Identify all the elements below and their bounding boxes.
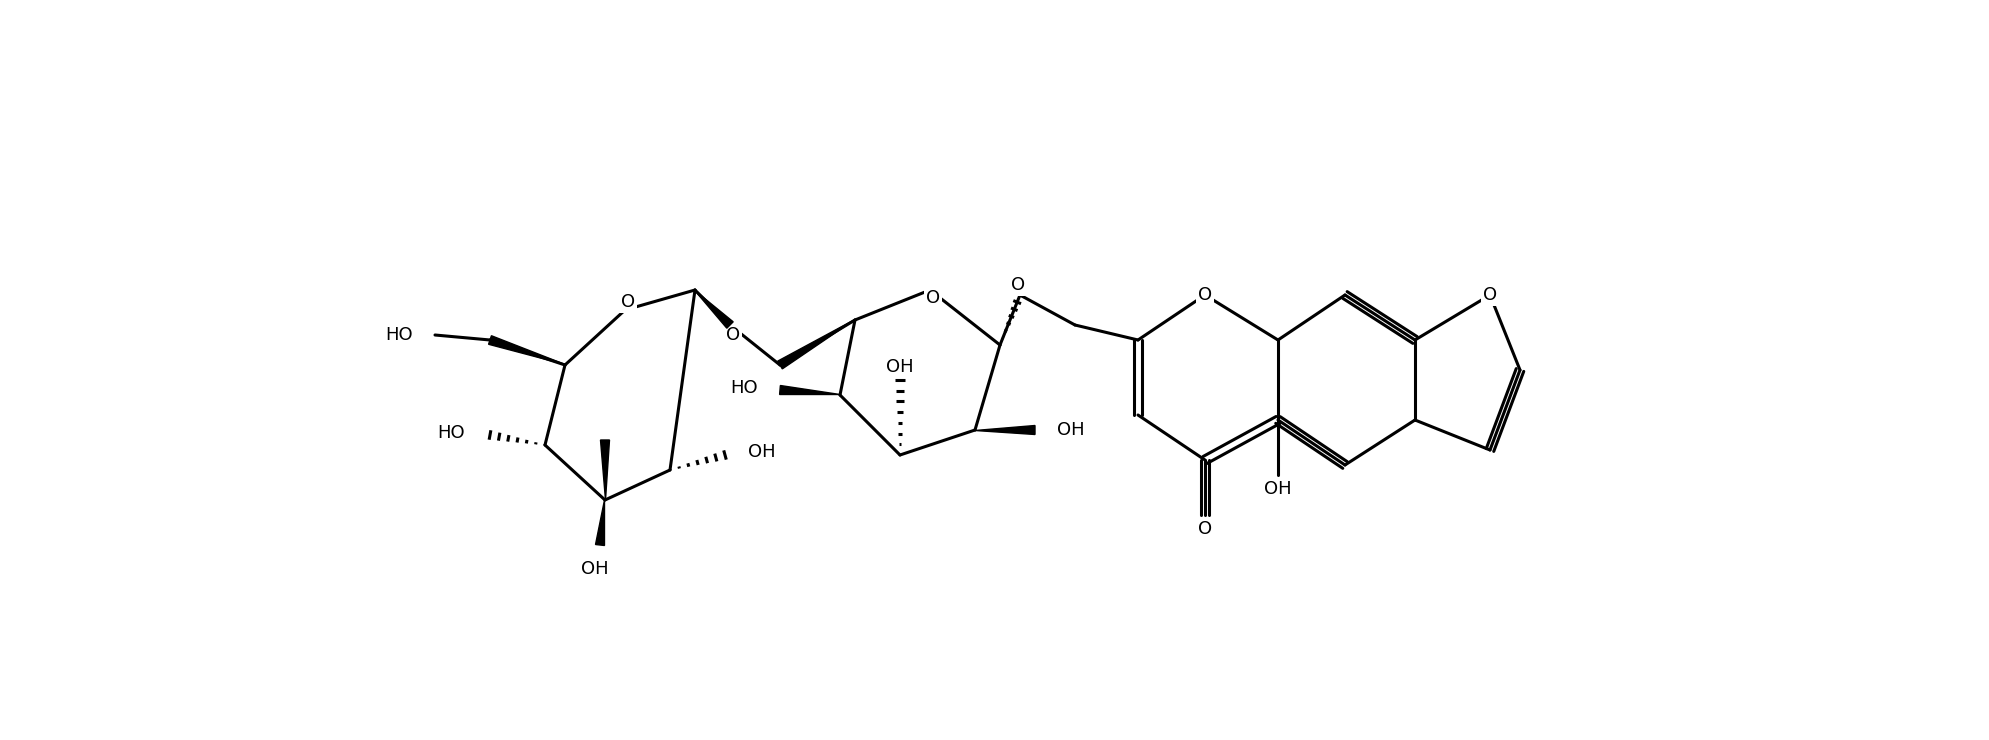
Text: OH: OH	[581, 560, 609, 578]
Text: OH: OH	[885, 358, 913, 376]
Text: O: O	[1197, 286, 1211, 304]
Polygon shape	[778, 320, 855, 369]
Polygon shape	[975, 425, 1034, 434]
Text: OH: OH	[748, 443, 776, 461]
Polygon shape	[595, 500, 605, 545]
Text: O: O	[726, 326, 740, 344]
Polygon shape	[694, 290, 732, 328]
Text: HO: HO	[438, 424, 465, 442]
Text: O: O	[925, 289, 939, 307]
Text: OH: OH	[1263, 480, 1291, 498]
Text: HO: HO	[730, 379, 758, 397]
Text: HO: HO	[386, 326, 414, 344]
Text: O: O	[1482, 286, 1496, 304]
Polygon shape	[489, 336, 565, 365]
Polygon shape	[601, 440, 609, 500]
Text: O: O	[621, 293, 634, 311]
Text: O: O	[1197, 520, 1211, 538]
Text: OH: OH	[1056, 421, 1084, 439]
Text: O: O	[1010, 276, 1024, 294]
Polygon shape	[780, 386, 839, 394]
